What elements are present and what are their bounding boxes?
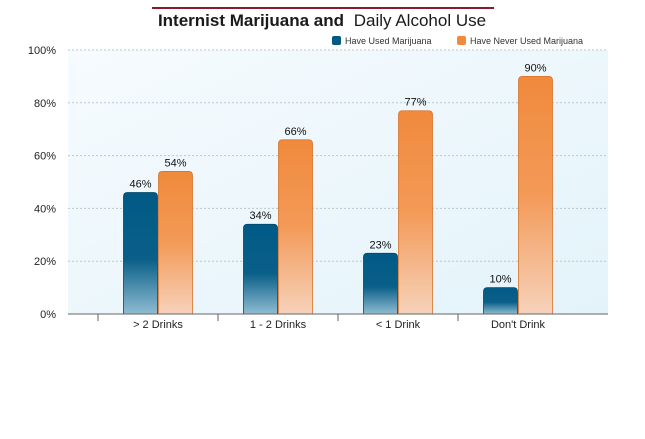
x-category-label: 1 - 2 Drinks [250, 319, 307, 331]
bars: 46% 54% 34% 66% 23% 77% 10% 90% [123, 62, 553, 315]
y-tick-label: 40% [34, 203, 56, 215]
chart-title-rest: Daily Alcohol Use [354, 11, 486, 30]
title: Internist Marijuana and Daily Alcohol Us… [152, 7, 494, 30]
y-tick-label: 80% [34, 98, 56, 110]
bar-never-used [278, 139, 313, 315]
y-tick-label: 60% [34, 151, 56, 163]
x-category-label: > 2 Drinks [133, 319, 183, 331]
chart-title-bold: Internist Marijuana and [158, 11, 344, 30]
bar-have-used [483, 287, 518, 315]
legend-label-series-b: Have Never Used Marijuana [470, 36, 583, 46]
data-label: 46% [129, 179, 151, 191]
bar-have-used [363, 252, 398, 315]
data-label: 77% [404, 97, 426, 109]
x-category-label: Don't Drink [491, 319, 546, 331]
data-label: 90% [524, 62, 546, 74]
legend-swatch-series-a [332, 36, 341, 45]
chart-title: Internist Marijuana and Daily Alcohol Us… [158, 11, 486, 30]
x-axis: > 2 Drinks 1 - 2 Drinks < 1 Drink Don't Dri… [68, 313, 608, 331]
data-label: 54% [164, 157, 186, 169]
y-tick-label: 0% [40, 309, 56, 321]
bar-have-used [243, 223, 278, 315]
legend: Have Used Marijuana Have Never Used Mari… [332, 36, 583, 46]
legend-swatch-series-b [457, 36, 466, 45]
y-tick-label: 20% [34, 256, 56, 268]
bar-have-used [123, 192, 158, 315]
bar-never-used [518, 76, 553, 315]
bar-never-used [398, 110, 433, 315]
y-tick-label: 100% [28, 45, 56, 57]
data-label: 23% [369, 239, 391, 251]
x-category-label: < 1 Drink [376, 319, 421, 331]
grid [68, 49, 608, 262]
bar-never-used [158, 171, 193, 315]
y-axis: 0% 20% 40% 60% 80% 100% [28, 45, 56, 321]
legend-label-series-a: Have Used Marijuana [345, 36, 432, 46]
data-label: 34% [249, 210, 271, 222]
data-label: 10% [489, 274, 511, 286]
data-label: 66% [284, 126, 306, 138]
plot-area [68, 50, 608, 314]
